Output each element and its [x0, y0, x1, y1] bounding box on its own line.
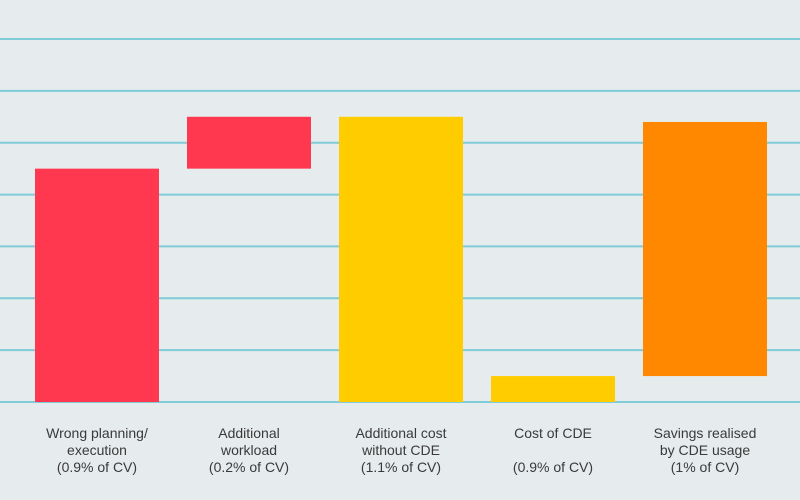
category-label-5: Savings realised by CDE usage (1% of CV) [653, 425, 757, 475]
category-label-1: Wrong planning/ execution (0.9% of CV) [46, 425, 148, 475]
bar-4 [491, 376, 615, 402]
bar-3 [339, 116, 463, 403]
bar-2 [187, 116, 311, 169]
category-label-2: Additional workload (0.2% of CV) [208, 425, 290, 475]
bar-1 [35, 168, 159, 402]
category-label-4: Cost of CDE (0.9% of CV) [512, 425, 594, 475]
category-label-3: Additional cost without CDE (1.1% of CV) [355, 425, 447, 475]
bar-5 [643, 121, 767, 377]
